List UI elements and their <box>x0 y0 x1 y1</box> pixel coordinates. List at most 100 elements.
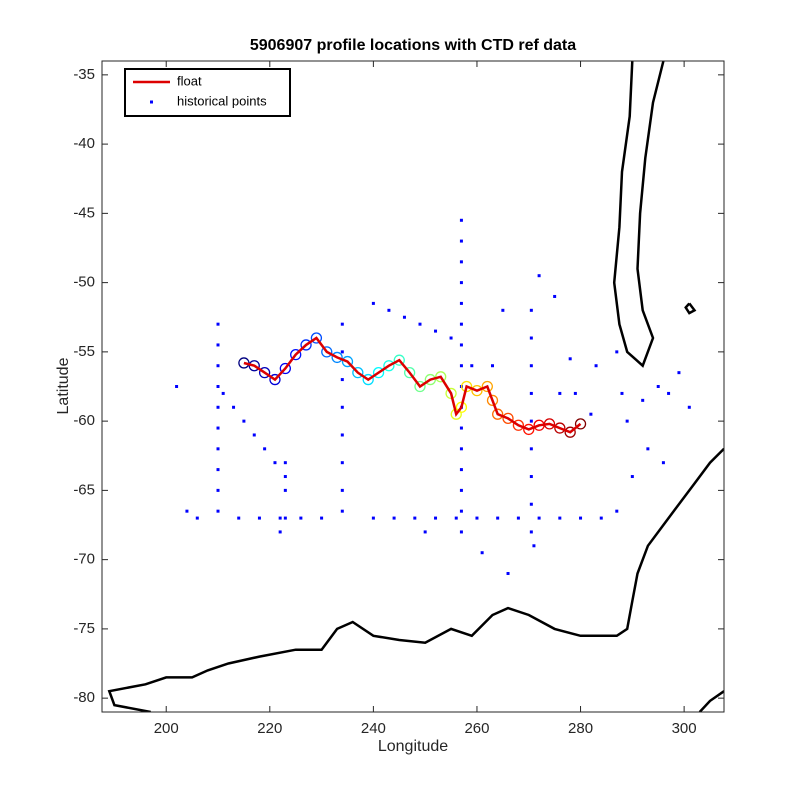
historical-point <box>402 315 406 319</box>
historical-point <box>252 433 256 437</box>
historical-point <box>470 364 474 368</box>
historical-point <box>371 301 375 305</box>
historical-point <box>340 433 344 437</box>
legend-box <box>124 68 291 117</box>
historical-point <box>516 516 520 520</box>
historical-point <box>216 343 220 347</box>
profile-marker <box>564 426 576 438</box>
historical-point <box>573 391 577 395</box>
y-tick-label: -40 <box>73 135 95 152</box>
historical-point <box>459 281 463 285</box>
historical-point <box>237 516 241 520</box>
historical-point <box>459 239 463 243</box>
historical-point <box>459 426 463 430</box>
profile-marker <box>331 351 343 364</box>
historical-point <box>340 488 344 492</box>
historical-point <box>459 488 463 492</box>
historical-point <box>216 426 220 430</box>
historical-point <box>615 509 619 513</box>
historical-point <box>459 468 463 472</box>
historical-point <box>216 509 220 513</box>
historical-point <box>459 260 463 264</box>
historical-point <box>615 350 619 354</box>
historical-point <box>558 516 562 520</box>
profile-marker <box>290 348 302 361</box>
historical-point <box>506 571 510 575</box>
historical-point <box>532 544 536 548</box>
historical-point <box>216 385 220 388</box>
profile-marker <box>554 422 566 434</box>
x-tick-label: 300 <box>672 720 697 737</box>
legend-label: float <box>177 73 202 88</box>
historical-point <box>459 218 463 222</box>
historical-point <box>185 509 189 513</box>
profile-marker <box>310 332 323 344</box>
coastline <box>612 61 665 368</box>
historical-point <box>340 405 344 409</box>
y-tick-label: -45 <box>73 204 95 221</box>
profile-marker <box>471 385 483 397</box>
historical-point <box>195 516 199 520</box>
historical-point <box>283 488 287 492</box>
historical-point <box>242 419 246 423</box>
historical-point <box>387 308 391 312</box>
historical-point <box>216 405 220 409</box>
historical-point <box>568 357 572 361</box>
historical-point <box>687 405 691 409</box>
historical-point <box>677 371 681 375</box>
historical-point <box>529 364 533 368</box>
historical-point <box>459 530 463 534</box>
historical-point <box>630 475 634 479</box>
profile-marker <box>269 373 281 386</box>
historical-point <box>646 447 650 451</box>
historical-point <box>459 447 463 451</box>
profile-marker <box>523 423 535 436</box>
historical-point <box>529 447 533 451</box>
profile-marker <box>352 366 364 379</box>
historical-point <box>501 308 505 312</box>
historical-point <box>418 322 422 326</box>
profile-marker <box>574 418 587 430</box>
x-axis-label: Longitude <box>378 738 448 755</box>
profile-marker <box>424 373 436 386</box>
historical-point <box>299 516 303 520</box>
historical-point <box>175 385 179 388</box>
profile-marker <box>341 355 354 368</box>
profile-marker <box>486 394 499 407</box>
profile-marker <box>300 339 312 351</box>
historical-point <box>340 378 344 382</box>
profile-marker <box>321 346 333 358</box>
profile-marker <box>258 366 271 379</box>
profile-marker <box>435 371 447 383</box>
historical-point <box>449 336 453 340</box>
x-tick-label: 200 <box>154 720 179 737</box>
historical-point <box>589 412 593 416</box>
historical-point <box>283 461 287 465</box>
y-tick-label: -60 <box>73 412 95 429</box>
historical-point <box>434 516 438 520</box>
historical-point <box>263 447 267 451</box>
historical-point <box>558 391 562 395</box>
coastline <box>698 690 724 712</box>
y-axis-label: Latitude <box>55 357 72 414</box>
historical-point <box>459 364 463 368</box>
profile-marker <box>238 357 250 369</box>
historical-point <box>625 419 629 423</box>
historical-point <box>656 385 660 388</box>
historical-point <box>459 322 463 326</box>
historical-point <box>529 391 533 395</box>
historical-point <box>283 475 287 479</box>
historical-point <box>529 475 533 479</box>
historical-point <box>216 322 220 326</box>
profile-marker <box>393 354 405 366</box>
historical-point <box>216 488 220 492</box>
x-tick-label: 220 <box>257 720 282 737</box>
historical-point <box>667 391 671 395</box>
historical-point <box>216 364 220 368</box>
profile-marker <box>279 362 291 375</box>
historical-point <box>459 301 463 305</box>
historical-point <box>257 516 261 520</box>
historical-point <box>459 509 463 513</box>
historical-point <box>320 516 324 520</box>
profile-marker <box>414 380 426 393</box>
